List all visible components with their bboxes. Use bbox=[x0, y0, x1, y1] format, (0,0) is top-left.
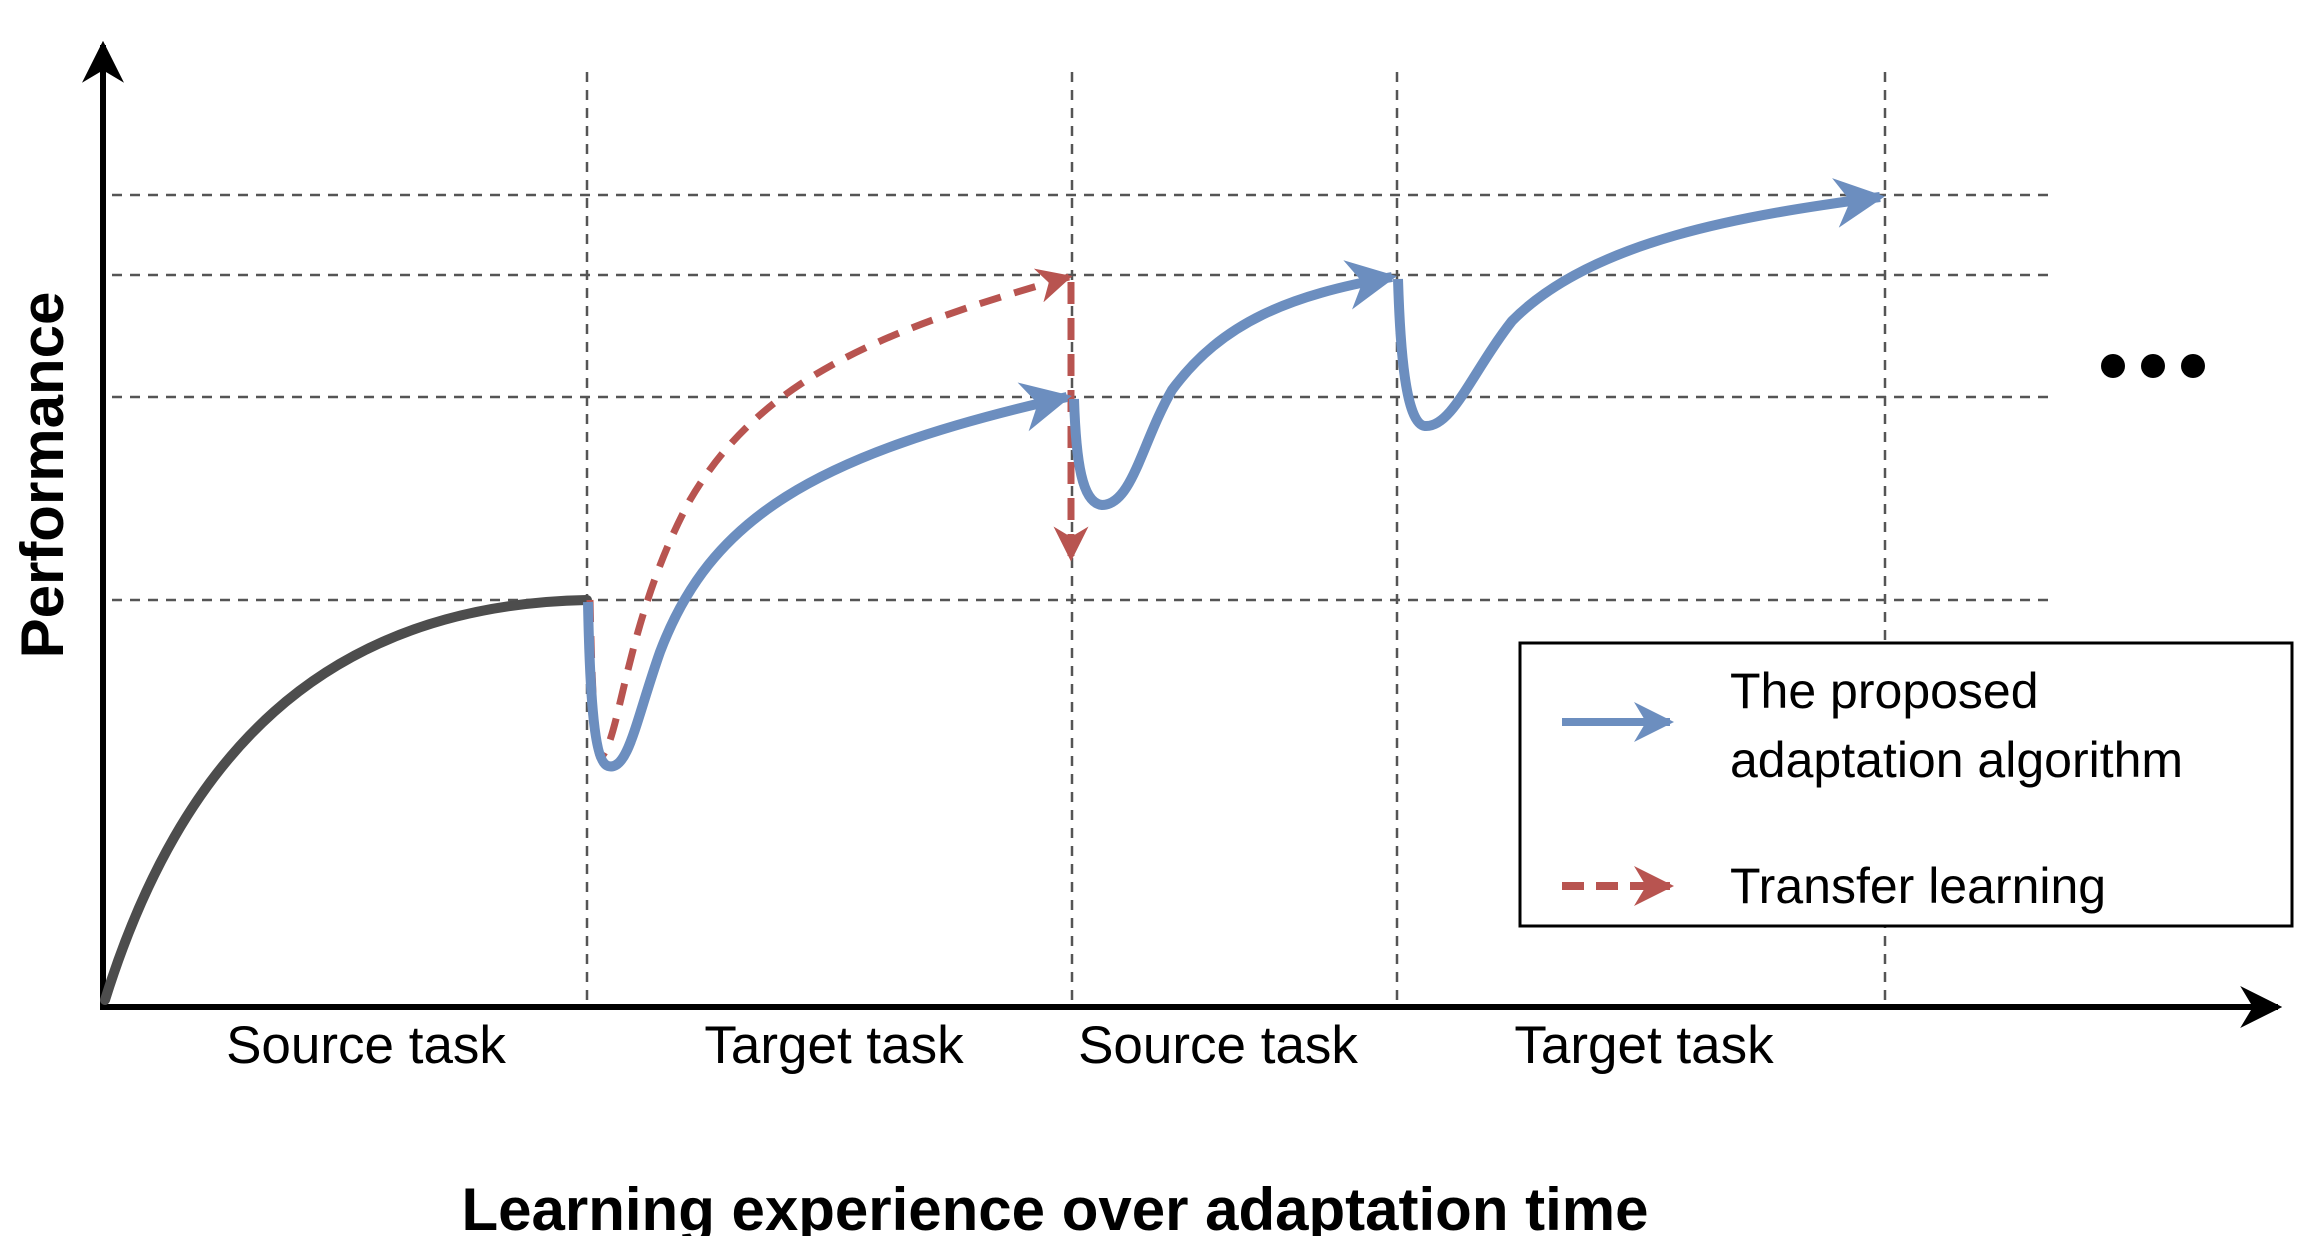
y-axis-title: Performance bbox=[9, 292, 76, 659]
segment-label-source-2: Source task bbox=[1078, 1016, 1358, 1075]
transfer-learning-curve-1 bbox=[586, 268, 1073, 763]
legend-proposed-label-line2: adaptation algorithm bbox=[1730, 732, 2183, 788]
segment-label-target-2: Target task bbox=[1514, 1016, 1774, 1075]
proposed-curve-3 bbox=[1393, 178, 1885, 431]
legend-proposed-label-line1: The proposed bbox=[1730, 663, 2039, 719]
legend-transfer-label: Transfer learning bbox=[1730, 858, 2106, 914]
segment-label-source-1: Source task bbox=[226, 1016, 506, 1075]
horizontal-grid-lines bbox=[112, 193, 2050, 602]
proposed-curve-1 bbox=[583, 382, 1072, 772]
ellipsis-dot bbox=[2101, 354, 2125, 378]
ellipsis-dot bbox=[2181, 354, 2205, 378]
initial-source-curve bbox=[100, 595, 592, 1005]
segment-label-target-1: Target task bbox=[704, 1016, 964, 1075]
ellipsis-dots bbox=[2101, 354, 2205, 378]
ellipsis-dot bbox=[2141, 354, 2165, 378]
legend: The proposed adaptation algorithm Transf… bbox=[1518, 641, 2294, 928]
x-axis-title: Learning experience over adaptation time bbox=[461, 1176, 1648, 1236]
proposed-curve-2 bbox=[1069, 260, 1397, 511]
